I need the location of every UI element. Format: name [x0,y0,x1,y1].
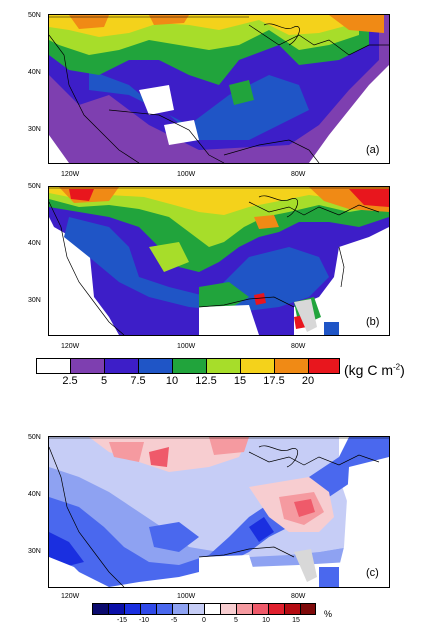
lat-tick-30n-b: 30N [28,297,41,304]
colorbar-swatch [274,358,310,374]
lon-tick-100w-c: 100W [177,593,196,600]
lon-tick-120w-a: 120W [61,171,80,178]
colorbar-label: 20 [301,375,315,387]
lat-tick-50n-b: 50N [28,183,41,190]
colorbar-label: 5 [234,617,238,624]
colorbar-swatch [36,358,72,374]
lat-tick-50n-c: 50N [28,434,41,441]
panel-label-a: (a) [366,144,380,156]
lon-tick-120w-b: 120W [61,343,80,350]
lon-tick-100w-a: 100W [177,171,196,178]
colorbar-unit-close: ) [400,362,405,378]
colorbar-label: 17.5 [263,375,285,387]
colorbar-label: 15 [292,617,300,624]
colorbar-label: 10 [262,617,270,624]
lon-tick-100w-b: 100W [177,343,196,350]
lon-tick-120w-c: 120W [61,593,80,600]
lat-tick-40n-b: 40N [28,240,41,247]
lon-tick-80w-a: 80W [291,171,306,178]
colorbar-swatch [308,358,340,374]
colorbar-swatch [300,603,316,615]
colorbar-unit-exp: -2 [393,362,401,372]
panel-label-c: (c) [366,567,379,579]
lon-tick-80w-c: 80W [291,593,306,600]
colorbar-swatch [138,358,174,374]
colorbar-swatch [172,358,208,374]
map-panel-a [48,14,390,164]
colorbar-label: 5 [100,375,108,387]
map-panel-c [48,436,390,588]
colorbar-label: -10 [138,617,150,624]
colorbar-label: 2.5 [62,375,78,387]
lat-tick-30n-a: 30N [28,126,41,133]
colorbar-swatch [206,358,242,374]
colorbar-unit: % [323,609,332,619]
lat-tick-40n-a: 40N [28,69,41,76]
colorbar-unit-text: (kg C m [344,362,393,378]
lon-tick-80w-b: 80W [291,343,306,350]
colorbar-unit: (kg C m-2) [344,362,405,378]
colorbar-swatch [104,358,140,374]
lat-tick-40n-c: 40N [28,491,41,498]
colorbar-label: 0 [202,617,206,624]
colorbar-swatch [240,358,276,374]
colorbar-swatch [70,358,106,374]
lat-tick-30n-c: 30N [28,548,41,555]
colorbar-label: 12.5 [195,375,217,387]
colorbar-label: -5 [170,617,178,624]
panel-label-b: (b) [366,316,380,328]
colorbar-label: 7.5 [130,375,146,387]
colorbar-label: 15 [233,375,247,387]
colorbar-label: -15 [116,617,128,624]
map-panel-b [48,186,390,336]
lat-tick-50n-a: 50N [28,12,41,19]
colorbar-label: 10 [165,375,179,387]
